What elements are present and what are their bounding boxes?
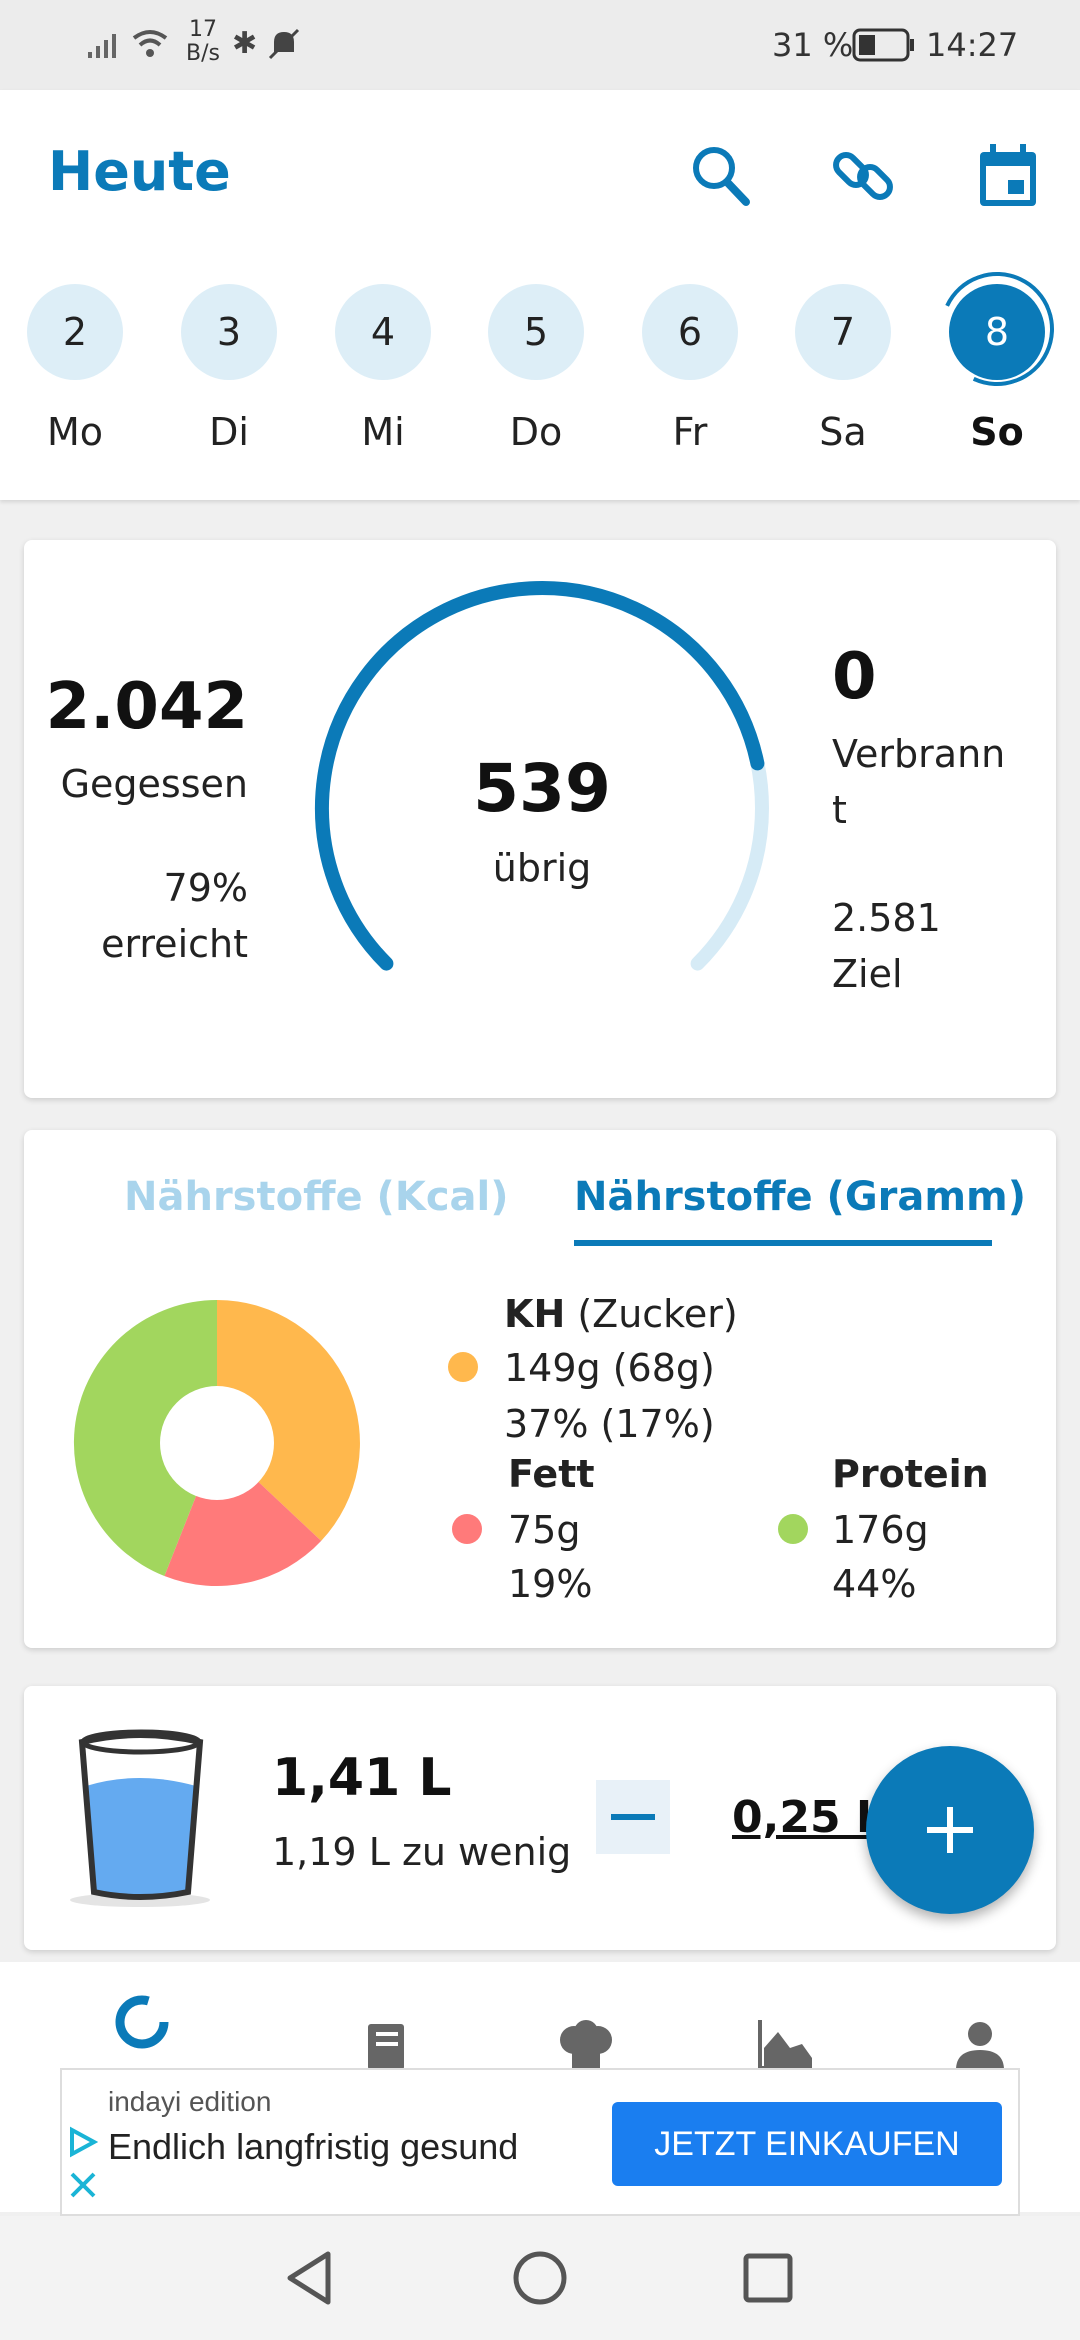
fett-grams: 75g bbox=[508, 1508, 581, 1552]
day-label: Do bbox=[509, 410, 563, 454]
day-do[interactable]: 5 Do bbox=[476, 284, 596, 514]
status-bar: 17 B/s ✱ 31 % 14:27 bbox=[0, 0, 1080, 90]
remaining-label: übrig bbox=[492, 846, 592, 890]
slice-kh bbox=[217, 1300, 360, 1541]
water-deficit: 1,19 L zu wenig bbox=[272, 1830, 572, 1874]
search-icon[interactable] bbox=[684, 140, 756, 212]
water-step-amount[interactable]: 0,25 L bbox=[732, 1792, 884, 1843]
ad-brand: indayi edition bbox=[108, 2086, 272, 2117]
fett-legend-dot bbox=[452, 1514, 482, 1544]
day-number: 4 bbox=[335, 284, 431, 380]
system-navigation-bar bbox=[0, 2216, 1080, 2340]
kh-sugar-label: (Zucker) bbox=[577, 1292, 738, 1336]
nav-diary-icon[interactable] bbox=[362, 2020, 410, 2070]
fett-label: Fett bbox=[508, 1452, 595, 1496]
day-label: Di bbox=[209, 410, 249, 454]
arc-progress bbox=[314, 581, 765, 971]
kh-legend-dot bbox=[448, 1352, 478, 1382]
ad-choices-icon[interactable] bbox=[66, 2126, 98, 2158]
eaten-label: Gegessen bbox=[60, 762, 248, 806]
day-label: Mi bbox=[361, 410, 405, 454]
net-speed-value: 17 bbox=[188, 17, 217, 42]
mute-icon bbox=[268, 28, 300, 60]
day-number: 7 bbox=[795, 284, 891, 380]
protein-grams: 176g bbox=[832, 1508, 929, 1552]
header: Heute 2 Mo 3 Di 4 Mi 5 Do 6 Fr 7 Sa 8 So bbox=[0, 90, 1080, 500]
battery-percent: 31 % bbox=[772, 26, 854, 64]
nutrients-card: Nährstoffe (Kcal) Nährstoffe (Gramm) KH … bbox=[24, 1130, 1056, 1648]
achieved-label: erreicht bbox=[101, 922, 248, 966]
wifi-icon bbox=[132, 30, 168, 57]
calorie-summary-card[interactable]: 2.042 Gegessen 79% erreicht 539 übrig 0 … bbox=[24, 540, 1056, 1098]
clock: 14:27 bbox=[926, 26, 1019, 64]
water-glass-icon bbox=[70, 1729, 210, 1907]
day-sa[interactable]: 7 Sa bbox=[783, 284, 903, 514]
day-mi[interactable]: 4 Mi bbox=[323, 284, 443, 514]
burned-label-cont: t bbox=[832, 788, 847, 832]
decrease-water-button[interactable] bbox=[596, 1780, 670, 1854]
active-day-ring bbox=[923, 255, 1071, 403]
ad-headline: Endlich langfristig gesund bbox=[108, 2126, 519, 2167]
ad-banner[interactable]: indayi edition Endlich langfristig gesun… bbox=[60, 2068, 1020, 2216]
remaining-value: 539 bbox=[473, 750, 611, 827]
plus-icon bbox=[927, 1807, 973, 1853]
day-label: Sa bbox=[819, 410, 867, 454]
day-number: 3 bbox=[181, 284, 277, 380]
protein-percent: 44% bbox=[832, 1562, 917, 1606]
day-fr[interactable]: 6 Fr bbox=[630, 284, 750, 514]
back-icon[interactable] bbox=[282, 2248, 338, 2308]
page-title: Heute bbox=[48, 140, 231, 203]
home-icon[interactable] bbox=[510, 2248, 570, 2308]
tab-nutrients-kcal[interactable]: Nährstoffe (Kcal) bbox=[124, 1174, 509, 1220]
water-amount: 1,41 L bbox=[272, 1748, 452, 1808]
nav-statistics-icon[interactable] bbox=[756, 2018, 814, 2070]
kh-grams: 149g (68g) bbox=[504, 1346, 715, 1390]
day-number: 6 bbox=[642, 284, 738, 380]
calendar-icon[interactable] bbox=[972, 140, 1044, 212]
day-label: Mo bbox=[46, 410, 104, 454]
goal-value: 2.581 bbox=[832, 896, 941, 940]
recents-icon[interactable] bbox=[740, 2250, 796, 2306]
eaten-value: 2.042 bbox=[45, 670, 248, 744]
burned-label: Verbrann bbox=[832, 732, 1006, 776]
burned-value: 0 bbox=[832, 640, 877, 714]
net-speed-unit: B/s bbox=[186, 41, 220, 66]
ad-cta-button[interactable]: JETZT EINKAUFEN bbox=[612, 2102, 1002, 2186]
goal-label: Ziel bbox=[832, 952, 903, 996]
active-tab-indicator bbox=[574, 1240, 992, 1246]
day-number: 8 bbox=[949, 284, 1045, 380]
fett-percent: 19% bbox=[508, 1562, 593, 1606]
day-label: Fr bbox=[672, 410, 708, 454]
link-icon[interactable] bbox=[828, 140, 900, 212]
bluetooth-icon: ✱ bbox=[232, 26, 258, 61]
day-number: 2 bbox=[27, 284, 123, 380]
protein-legend-dot bbox=[778, 1514, 808, 1544]
add-entry-button[interactable] bbox=[866, 1746, 1034, 1914]
slice-protein bbox=[73, 1300, 218, 1576]
achieved-percent: 79% bbox=[163, 866, 248, 910]
nav-profile-icon[interactable] bbox=[952, 2020, 1008, 2070]
minus-icon bbox=[611, 1814, 655, 1820]
battery-icon bbox=[852, 28, 914, 62]
calorie-progress-arc bbox=[314, 581, 769, 971]
kh-percent: 37% (17%) bbox=[504, 1402, 715, 1446]
nav-dashboard-icon[interactable] bbox=[112, 1992, 172, 2052]
nav-recipes-icon[interactable] bbox=[556, 2020, 616, 2070]
day-so[interactable]: 8 So bbox=[923, 255, 1071, 514]
macro-donut-chart bbox=[73, 1300, 360, 1587]
day-mo[interactable]: 2 Mo bbox=[15, 284, 135, 514]
day-di[interactable]: 3 Di bbox=[169, 284, 289, 514]
signal-icon bbox=[88, 34, 116, 58]
kh-label: KH bbox=[504, 1292, 566, 1336]
protein-label: Protein bbox=[832, 1452, 989, 1496]
day-label: So bbox=[970, 410, 1024, 454]
tab-nutrients-gramm[interactable]: Nährstoffe (Gramm) bbox=[574, 1174, 1027, 1220]
ad-close-icon[interactable] bbox=[68, 2170, 98, 2200]
day-number: 5 bbox=[488, 284, 584, 380]
